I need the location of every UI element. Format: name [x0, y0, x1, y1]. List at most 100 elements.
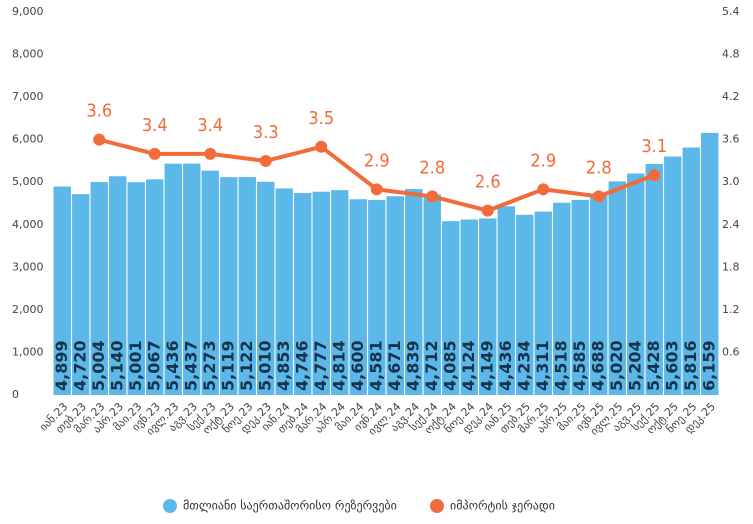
- bar: [368, 200, 386, 395]
- bar-value-label: 5,273: [200, 340, 219, 391]
- y2-tick-label: 3.6: [722, 133, 740, 146]
- line-value-label: 3.3: [253, 122, 279, 143]
- bar: [534, 211, 552, 395]
- bar-value-label: 4,311: [533, 340, 552, 391]
- bar-value-label: 4,085: [440, 340, 459, 391]
- bar-value-label: 5,010: [255, 340, 274, 391]
- y-tick-label: 3,000: [12, 260, 44, 273]
- y-tick-label: 5,000: [12, 175, 44, 188]
- line-point: [592, 190, 605, 203]
- line-point: [315, 140, 328, 153]
- bar-value-label: 4,581: [366, 340, 385, 391]
- bar-value-label: 4,671: [385, 340, 404, 391]
- y-tick-label: 9,000: [12, 5, 44, 18]
- bar: [386, 196, 404, 395]
- bar-value-label: 4,436: [496, 340, 515, 391]
- bar: [460, 219, 478, 395]
- bar: [331, 190, 349, 395]
- bar: [349, 199, 367, 395]
- bar: [220, 177, 238, 395]
- line-point: [259, 154, 272, 167]
- bar-value-label: 5,603: [662, 340, 681, 391]
- bar: [590, 195, 608, 395]
- y-tick-label: 6,000: [12, 133, 44, 146]
- y-tick-label: 2,000: [12, 303, 44, 316]
- bar: [627, 173, 645, 395]
- line-value-label: 2.9: [364, 150, 390, 171]
- y2-tick-label: 2.4: [722, 218, 740, 231]
- y-tick-label: 8,000: [12, 48, 44, 61]
- bar-value-label: 5,204: [625, 340, 644, 391]
- line-point: [370, 183, 383, 196]
- bar: [423, 194, 441, 395]
- bar: [127, 182, 145, 395]
- bar: [682, 147, 700, 395]
- line-value-label: 2.6: [475, 172, 501, 193]
- bar: [72, 194, 90, 395]
- y-tick-label: 1,000: [12, 345, 44, 358]
- bar: [645, 164, 663, 395]
- bar: [201, 170, 219, 395]
- bar: [164, 163, 182, 395]
- y-tick-label: 0: [12, 388, 19, 401]
- bar-value-label: 5,001: [126, 340, 145, 391]
- bar-value-label: 4,585: [570, 340, 589, 391]
- line-point: [148, 147, 161, 160]
- bar-value-label: 4,688: [588, 340, 607, 391]
- bar: [312, 191, 330, 395]
- y2-tick-label: 5.4: [722, 5, 740, 18]
- bar: [497, 206, 515, 395]
- bar: [90, 182, 108, 395]
- line-value-label: 2.8: [586, 157, 612, 178]
- bar-value-label: 4,124: [459, 340, 478, 391]
- bar-value-label: 5,816: [681, 340, 700, 391]
- bar-value-label: 4,149: [477, 340, 496, 391]
- bar-value-label: 5,020: [607, 340, 626, 391]
- y-tick-label: 7,000: [12, 90, 44, 103]
- bar: [664, 156, 682, 395]
- bar: [146, 179, 164, 395]
- bar: [257, 181, 275, 395]
- bar: [183, 163, 201, 395]
- bar-value-label: 4,899: [52, 340, 71, 391]
- bar-value-label: 4,712: [422, 340, 441, 391]
- bar-value-label: 4,777: [311, 340, 330, 391]
- y2-tick-label: 4.8: [722, 48, 740, 61]
- y2-tick-label: 1.2: [722, 303, 740, 316]
- line-point: [648, 169, 661, 182]
- y2-tick-label: 1.8: [722, 260, 740, 273]
- y2-tick-label: 4.2: [722, 90, 740, 103]
- bar-value-label: 5,004: [89, 340, 108, 391]
- bar: [238, 177, 256, 395]
- bar: [109, 176, 127, 395]
- bar: [405, 189, 423, 395]
- bar: [608, 181, 626, 395]
- line-point: [204, 147, 217, 160]
- y2-tick-label: 3.0: [722, 175, 740, 188]
- line-point: [93, 133, 106, 146]
- legend-marker: [430, 499, 444, 513]
- legend-marker: [163, 499, 177, 513]
- line-value-label: 3.4: [142, 115, 168, 136]
- bar-value-label: 4,518: [551, 340, 570, 391]
- legend-label: მთლიანი საერთაშორისო რეზერვები: [183, 499, 397, 513]
- bar: [553, 202, 571, 395]
- line-value-label: 2.8: [419, 157, 445, 178]
- bar-value-label: 4,853: [274, 340, 293, 391]
- bar-value-label: 5,119: [218, 340, 237, 391]
- legend-label: იმპორტის ჯერადი: [450, 499, 555, 513]
- y2-tick-label: 0.6: [722, 345, 740, 358]
- bar: [275, 188, 293, 395]
- bar-value-label: 5,067: [144, 340, 163, 391]
- bar: [701, 132, 719, 395]
- bar-value-label: 4,600: [348, 340, 367, 391]
- line-value-label: 3.1: [641, 136, 667, 157]
- bar-value-label: 5,436: [163, 340, 182, 391]
- bar-value-label: 4,839: [403, 340, 422, 391]
- y-tick-label: 4,000: [12, 218, 44, 231]
- bar-value-label: 4,234: [514, 340, 533, 391]
- bar-value-label: 4,746: [292, 340, 311, 391]
- bar: [442, 221, 460, 395]
- line-point: [481, 204, 494, 217]
